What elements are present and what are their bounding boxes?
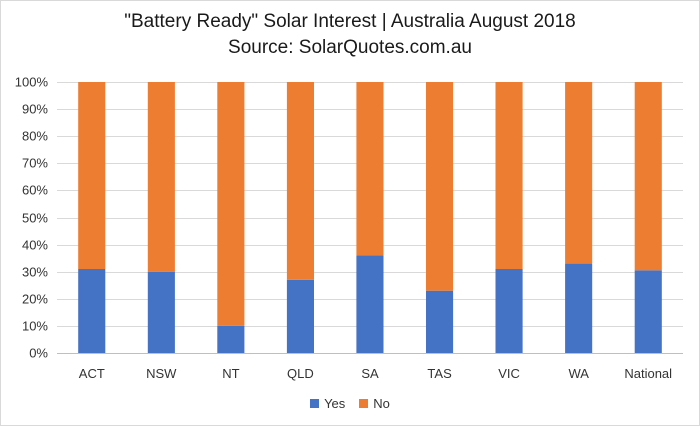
y-tick-label: 50% [22,211,48,226]
y-tick-label: 40% [22,238,48,253]
bar-yes-nt [217,325,245,353]
chart-subtitle: Source: SolarQuotes.com.au [228,37,472,58]
x-tick-label: ACT [79,366,105,381]
legend-item-no: No [359,396,390,411]
chart-title-block: "Battery Ready" Solar Interest | Austral… [1,9,699,61]
legend: Yes No [1,396,699,411]
y-tick-label: 10% [22,319,48,334]
x-tick-label: TAS [427,366,452,381]
bar-no-national [634,82,662,271]
legend-swatch-yes [310,399,320,408]
legend-swatch-no [359,399,369,408]
bar-no-vic [495,82,523,269]
bar-yes-national [634,270,662,353]
x-axis-ticks: ACT NSW NT QLD SA TAS VIC WA National [79,366,672,381]
x-tick-label: NSW [146,366,177,381]
bar-no-qld [286,82,314,280]
x-tick-label: SA [361,366,379,381]
y-tick-label: 100% [15,75,49,90]
bar-no-wa [565,82,593,264]
bar-yes-vic [495,269,523,353]
x-tick-label: QLD [287,366,314,381]
legend-item-yes: Yes [310,396,345,411]
chart-title: "Battery Ready" Solar Interest | Austral… [124,11,576,32]
x-tick-label: VIC [498,366,520,381]
y-tick-label: 0% [29,346,48,361]
bar-no-nt [217,82,245,326]
x-tick-label: National [624,366,672,381]
y-tick-label: 30% [22,265,48,280]
bar-yes-qld [286,279,314,353]
bar-yes-act [78,269,106,353]
y-tick-label: 70% [22,156,48,171]
legend-label-no: No [373,396,390,411]
bars [78,82,662,353]
x-tick-label: WA [568,366,589,381]
x-tick-label: NT [222,366,239,381]
bar-yes-wa [565,263,593,353]
bar-yes-tas [426,290,454,353]
y-tick-label: 20% [22,292,48,307]
y-axis-ticks: 0% 10% 20% 30% 40% 50% 60% 70% 80% 90% 100% [15,75,49,361]
legend-label-yes: Yes [324,396,346,411]
y-tick-label: 90% [22,102,48,117]
bar-no-act [78,82,106,269]
bar-no-tas [426,82,454,291]
bar-yes-nsw [147,271,175,353]
bar-no-nsw [147,82,175,272]
bar-no-sa [356,82,384,256]
bar-yes-sa [356,255,384,353]
y-tick-label: 60% [22,183,48,198]
y-tick-label: 80% [22,129,48,144]
